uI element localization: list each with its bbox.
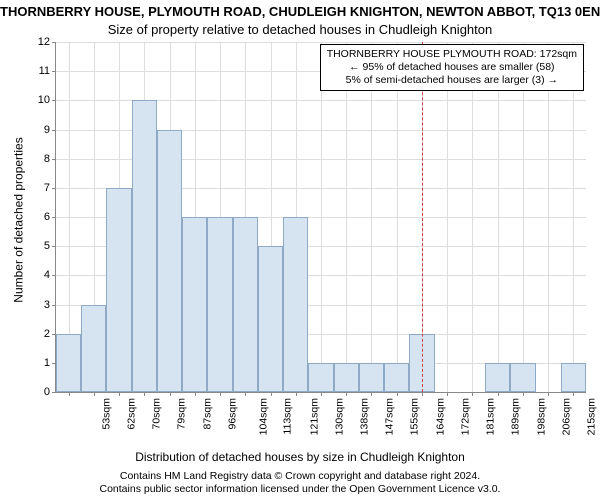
annotation-line-2: ← 95% of detached houses are smaller (58…	[327, 61, 577, 74]
histogram-bar	[81, 305, 106, 393]
ytick-label: 5	[44, 240, 56, 252]
marker-line	[422, 42, 423, 392]
chart-footer: Contains HM Land Registry data © Crown c…	[0, 470, 600, 496]
gridline-v	[548, 42, 549, 392]
xtick-mark	[498, 392, 499, 396]
histogram-bar	[510, 363, 535, 392]
xtick-mark	[245, 392, 246, 396]
x-axis-label: Distribution of detached houses by size …	[0, 450, 600, 464]
xtick-label: 104sqm	[257, 398, 269, 435]
histogram-bar	[106, 188, 131, 392]
histogram-bar	[258, 246, 283, 392]
xtick-mark	[371, 392, 372, 396]
xtick-label: 206sqm	[560, 398, 572, 435]
gridline-v	[498, 42, 499, 392]
xtick-mark	[422, 392, 423, 396]
xtick-label: 130sqm	[333, 398, 345, 435]
histogram-bar	[334, 363, 359, 392]
xtick-mark	[220, 392, 221, 396]
xtick-label: 53sqm	[100, 398, 112, 430]
ytick-label: 4	[44, 269, 56, 281]
xtick-label: 172sqm	[459, 398, 471, 435]
xtick-mark	[548, 392, 549, 396]
gridline-v	[371, 42, 372, 392]
footer-line-1: Contains HM Land Registry data © Crown c…	[0, 470, 600, 483]
ytick-label: 6	[44, 211, 56, 223]
xtick-label: 79sqm	[176, 398, 188, 430]
ytick-label: 0	[44, 386, 56, 398]
xtick-mark	[195, 392, 196, 396]
chart-title: Size of property relative to detached ho…	[0, 22, 600, 37]
xtick-label: 70sqm	[151, 398, 163, 430]
xtick-mark	[321, 392, 322, 396]
annotation-line-3: 5% of semi-detached houses are larger (3…	[327, 74, 577, 87]
xtick-mark	[346, 392, 347, 396]
xtick-label: 96sqm	[226, 398, 238, 430]
xtick-label: 138sqm	[358, 398, 370, 435]
histogram-bar	[359, 363, 384, 392]
histogram-bar	[132, 100, 157, 392]
histogram-bar	[207, 217, 232, 392]
xtick-label: 121sqm	[308, 398, 320, 435]
y-axis-label-wrap: Number of detached properties	[12, 70, 26, 370]
xtick-mark	[472, 392, 473, 396]
annotation-line-1: THORNBERRY HOUSE PLYMOUTH ROAD: 172sqm	[327, 48, 577, 61]
y-axis-label: Number of detached properties	[12, 137, 26, 302]
xtick-mark	[144, 392, 145, 396]
histogram-bar	[182, 217, 207, 392]
xtick-label: 215sqm	[586, 398, 598, 435]
chart-heading: THORNBERRY HOUSE, PLYMOUTH ROAD, CHUDLEI…	[0, 4, 600, 19]
xtick-label: 164sqm	[434, 398, 446, 435]
xtick-mark	[69, 392, 70, 396]
histogram-bar	[233, 217, 258, 392]
xtick-mark	[523, 392, 524, 396]
xtick-mark	[447, 392, 448, 396]
ytick-label: 11	[39, 65, 56, 77]
histogram-bar	[485, 363, 510, 392]
xtick-mark	[271, 392, 272, 396]
xtick-mark	[94, 392, 95, 396]
xtick-mark	[573, 392, 574, 396]
xtick-mark	[296, 392, 297, 396]
gridline-v	[573, 42, 574, 392]
gridline-v	[321, 42, 322, 392]
xtick-mark	[397, 392, 398, 396]
xtick-label: 113sqm	[282, 398, 294, 435]
xtick-label: 189sqm	[510, 398, 522, 435]
xtick-label: 147sqm	[384, 398, 396, 435]
footer-line-2: Contains public sector information licen…	[0, 483, 600, 496]
ytick-label: 7	[44, 182, 56, 194]
histogram-bar	[384, 363, 409, 392]
xtick-label: 62sqm	[125, 398, 137, 430]
chart-container: THORNBERRY HOUSE, PLYMOUTH ROAD, CHUDLEI…	[0, 0, 600, 500]
xtick-label: 87sqm	[201, 398, 213, 430]
ytick-label: 1	[44, 357, 56, 369]
gridline-v	[346, 42, 347, 392]
gridline-v	[472, 42, 473, 392]
histogram-bar	[561, 363, 586, 392]
ytick-label: 12	[38, 36, 56, 48]
histogram-bar	[308, 363, 333, 392]
annotation-box: THORNBERRY HOUSE PLYMOUTH ROAD: 172sqm ←…	[320, 44, 584, 91]
histogram-bar	[283, 217, 308, 392]
ytick-label: 3	[44, 299, 56, 311]
plot-area: 012345678910111253sqm62sqm70sqm79sqm87sq…	[55, 42, 586, 393]
histogram-bar	[157, 130, 182, 393]
histogram-bar	[56, 334, 81, 392]
xtick-label: 181sqm	[485, 398, 497, 435]
ytick-label: 2	[44, 328, 56, 340]
xtick-label: 155sqm	[409, 398, 421, 435]
gridline-v	[397, 42, 398, 392]
xtick-label: 198sqm	[535, 398, 547, 435]
xtick-mark	[119, 392, 120, 396]
ytick-label: 8	[44, 153, 56, 165]
xtick-mark	[170, 392, 171, 396]
gridline-v	[523, 42, 524, 392]
ytick-label: 9	[44, 124, 56, 136]
ytick-label: 10	[38, 94, 56, 106]
gridline-v	[447, 42, 448, 392]
